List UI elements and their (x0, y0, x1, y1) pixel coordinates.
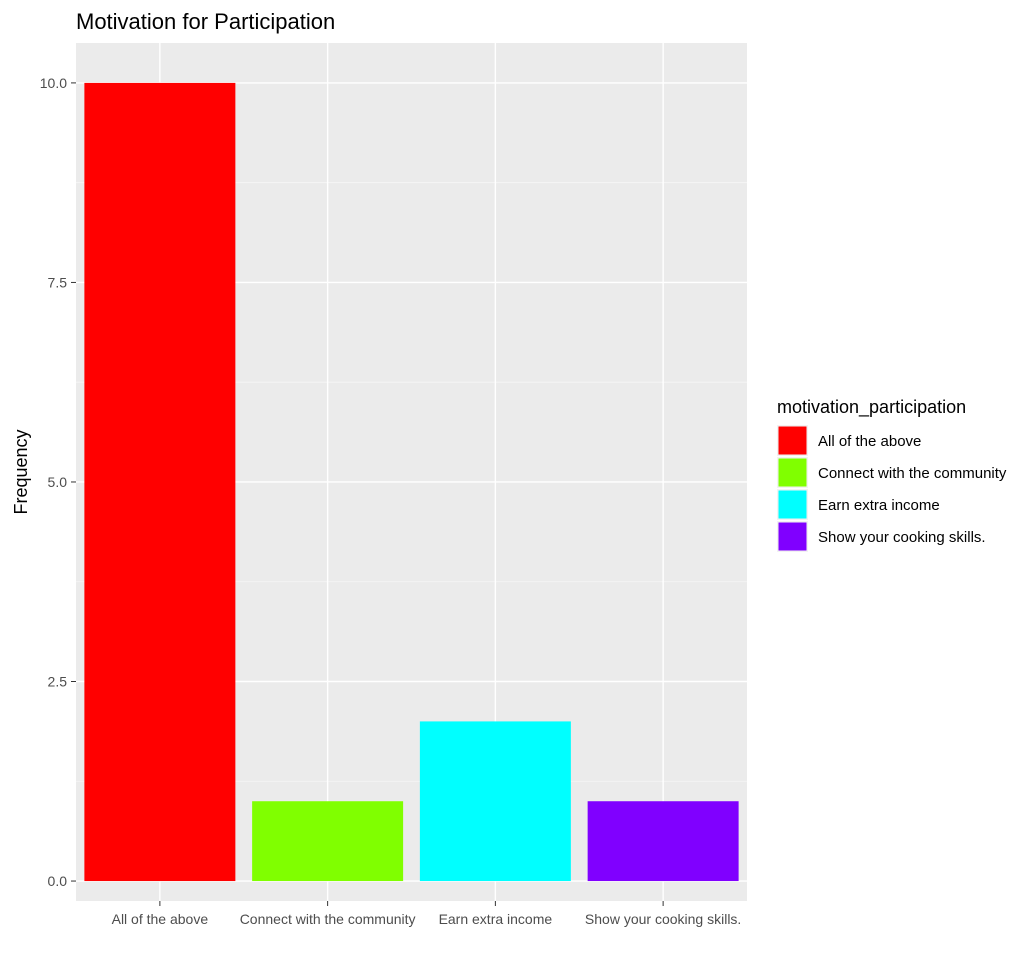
legend-label: Connect with the community (818, 465, 1007, 482)
bar-1 (252, 801, 404, 882)
legend: motivation_participation All of the abov… (777, 397, 1007, 552)
y-tick-label: 5.0 (48, 474, 68, 490)
y-tick-label: 0.0 (48, 873, 68, 889)
y-tick-label: 2.5 (48, 674, 68, 690)
y-tick-label: 7.5 (48, 274, 68, 290)
legend-swatch (778, 426, 807, 455)
y-axis: 0.0 2.5 5.0 7.5 10.0 (40, 75, 76, 889)
chart-title: Motivation for Participation (76, 9, 335, 34)
legend-items: All of the above Connect with the communi… (777, 425, 1007, 552)
y-axis-title: Frequency (11, 429, 31, 514)
bar-2 (419, 721, 571, 882)
x-axis: All of the above Connect with the communi… (112, 901, 741, 927)
legend-label: All of the above (818, 433, 921, 450)
x-tick-label: All of the above (112, 911, 209, 927)
bars (84, 82, 739, 882)
y-tick-label: 10.0 (40, 75, 67, 91)
legend-title: motivation_participation (777, 397, 966, 418)
bar-0 (84, 82, 236, 882)
x-tick-label: Connect with the community (240, 911, 416, 927)
legend-swatch (778, 490, 807, 519)
legend-swatch (778, 522, 807, 551)
x-tick-label: Show your cooking skills. (585, 911, 741, 927)
x-tick-label: Earn extra income (439, 911, 553, 927)
legend-label: Earn extra income (818, 497, 940, 514)
legend-label: Show your cooking skills. (818, 529, 986, 546)
legend-swatch (778, 458, 807, 487)
bar-3 (587, 801, 739, 882)
